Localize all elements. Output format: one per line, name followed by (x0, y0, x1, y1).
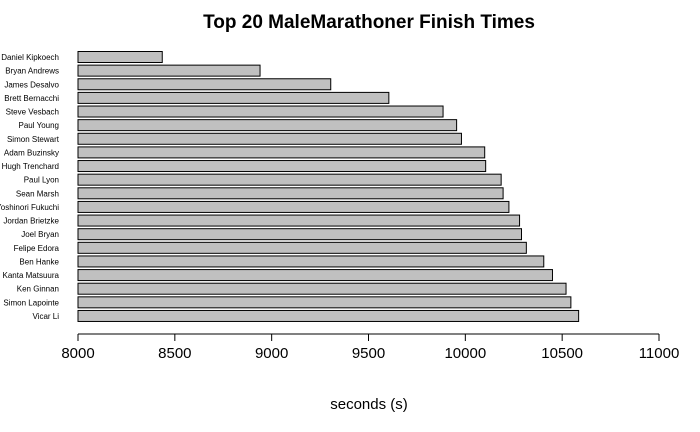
bar (77, 269, 553, 282)
bar (77, 214, 521, 227)
bar (77, 241, 527, 254)
bar (77, 255, 545, 268)
bar (77, 173, 502, 186)
x-tick-label: 10500 (541, 345, 583, 362)
category-label: Paul Lyon (24, 176, 59, 185)
category-label: Sean Marsh (16, 189, 59, 198)
bar (77, 160, 487, 173)
category-label: Adam Buzinsky (4, 148, 59, 157)
bar (77, 91, 390, 104)
category-label: Paul Young (19, 121, 60, 130)
chart-title: Top 20 MaleMarathoner Finish Times (203, 12, 535, 33)
bar (77, 64, 261, 77)
bar (77, 296, 572, 309)
category-label: Steve Vesbach (6, 108, 59, 117)
x-axis: 8000 8500 9000 9500 10000 10500 11000 (61, 333, 680, 362)
bar (77, 146, 486, 159)
x-tick-label: 11000 (639, 345, 680, 362)
category-label: Vicar Li (32, 312, 59, 321)
bar (77, 282, 567, 295)
category-label: Yoshinori Fukuchi (0, 203, 59, 212)
category-label: Ken Ginnan (17, 285, 59, 294)
bar (77, 119, 458, 132)
category-labels: Daniel Kipkoech Bryan Andrews James Desalv… (0, 53, 60, 321)
category-label: Felipe Edora (14, 244, 60, 253)
category-label: Hugh Trenchard (2, 162, 59, 171)
category-label: Joel Bryan (21, 230, 59, 239)
x-tick-label: 10000 (444, 345, 486, 362)
bar (77, 228, 522, 241)
bars-group (77, 51, 580, 322)
category-label: Simon Stewart (7, 135, 60, 144)
x-tick-label: 8000 (61, 345, 94, 362)
bar (77, 132, 462, 145)
category-label: Jordan Brietzke (3, 217, 59, 226)
x-tick-label: 9500 (352, 345, 385, 362)
bar (77, 200, 510, 213)
bar (77, 105, 444, 118)
x-tick-label: 8500 (158, 345, 191, 362)
bar (77, 51, 163, 63)
x-tick-label: 9000 (255, 345, 288, 362)
x-axis-label: seconds (s) (330, 396, 408, 413)
category-label: James Desalvo (4, 80, 59, 89)
category-label: Kanta Matsuura (3, 271, 60, 280)
category-label: Bryan Andrews (5, 67, 59, 76)
bar (77, 309, 580, 322)
category-label: Ben Hanke (19, 257, 59, 266)
category-label: Simon Lapointe (3, 298, 59, 307)
category-label: Daniel Kipkoech (1, 53, 59, 62)
bar (77, 78, 332, 91)
bar (77, 187, 504, 200)
category-label: Brett Bernacchi (4, 94, 59, 103)
